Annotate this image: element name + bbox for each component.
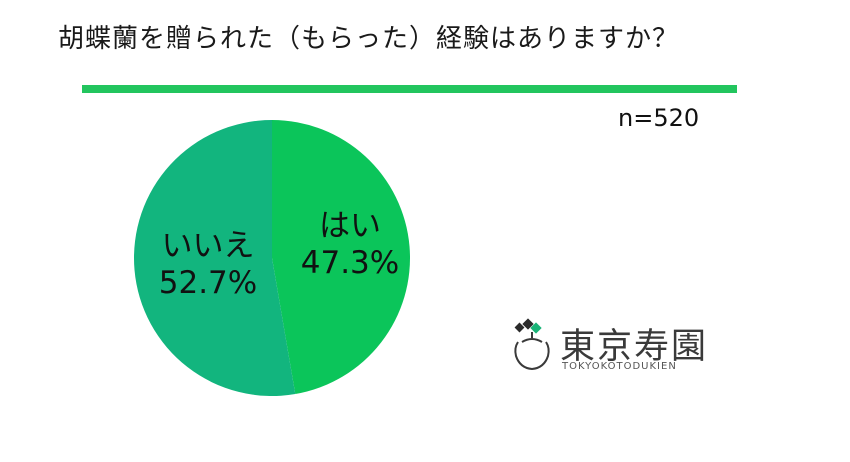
logo-name: 東京寿園 <box>560 327 709 367</box>
chart-title: 胡蝶蘭を贈られた（もらった）経験はありますか？ <box>58 24 680 54</box>
pie-slice-no <box>134 120 296 396</box>
slice-label-yes-value: 47.3% <box>300 245 400 281</box>
slice-label-no-value: 52.7% <box>158 265 258 301</box>
title-underline <box>82 85 737 93</box>
orchid-pot-icon <box>514 318 550 371</box>
pie-slice-yes <box>272 120 411 395</box>
slice-label-no: いいえ 52.7% <box>148 228 268 302</box>
logo-romanized: TOKYOKOTODUKIEN <box>562 361 677 372</box>
slice-label-yes-text: はい <box>319 208 381 244</box>
slice-label-yes: はい 47.3% <box>300 208 400 282</box>
slice-label-no-text: いいえ <box>161 228 255 264</box>
sample-size-label: n=520 <box>618 104 700 132</box>
